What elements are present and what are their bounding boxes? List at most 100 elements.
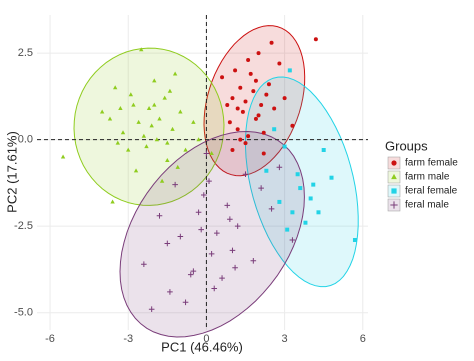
point xyxy=(246,134,251,139)
point xyxy=(290,123,295,128)
point xyxy=(308,196,313,201)
point xyxy=(128,92,134,97)
point xyxy=(208,251,215,257)
point xyxy=(298,186,303,191)
point xyxy=(227,216,233,223)
point xyxy=(190,268,197,274)
point xyxy=(139,47,144,52)
point xyxy=(211,285,218,292)
point xyxy=(152,78,157,83)
point xyxy=(162,95,167,100)
point xyxy=(167,289,173,295)
point xyxy=(240,109,245,114)
point xyxy=(251,89,256,94)
x-tick-label: -3 xyxy=(123,333,133,345)
legend-marker xyxy=(391,160,397,166)
point xyxy=(183,147,188,152)
point xyxy=(214,230,220,236)
point xyxy=(182,299,189,306)
point xyxy=(287,68,292,73)
point xyxy=(232,264,238,271)
point xyxy=(118,106,123,111)
point xyxy=(107,116,113,121)
point xyxy=(170,126,175,131)
point xyxy=(191,119,196,124)
point xyxy=(195,209,202,216)
point xyxy=(238,137,243,142)
y-tick-label: -5.0 xyxy=(14,307,33,319)
point xyxy=(225,103,230,107)
point xyxy=(175,164,180,169)
point xyxy=(230,96,235,101)
point xyxy=(203,150,210,157)
point xyxy=(157,116,162,121)
point xyxy=(248,71,253,76)
point xyxy=(99,109,105,114)
point xyxy=(253,78,258,83)
point xyxy=(259,103,264,107)
point xyxy=(295,172,300,177)
point xyxy=(112,85,118,90)
point xyxy=(146,106,152,111)
point xyxy=(126,147,131,152)
point xyxy=(261,130,266,135)
point xyxy=(187,271,194,278)
point xyxy=(272,106,277,111)
point xyxy=(165,157,170,162)
point xyxy=(235,127,240,132)
point xyxy=(227,120,232,125)
point xyxy=(243,141,248,146)
point xyxy=(230,148,235,152)
point xyxy=(115,140,120,145)
point xyxy=(206,178,212,184)
point xyxy=(133,168,139,173)
point xyxy=(261,151,266,156)
legend-label: feral male xyxy=(405,200,449,211)
point xyxy=(266,82,271,87)
point xyxy=(250,257,257,264)
point xyxy=(172,181,178,188)
point xyxy=(264,168,269,173)
y-tick-label: 2.5 xyxy=(18,47,33,59)
point xyxy=(238,85,243,90)
point xyxy=(277,199,282,204)
point xyxy=(352,238,357,242)
point xyxy=(246,58,251,62)
point xyxy=(172,71,178,76)
point xyxy=(316,210,321,215)
point xyxy=(201,192,207,198)
legend-label: feral female xyxy=(405,186,458,197)
point xyxy=(243,99,248,104)
point xyxy=(110,199,115,204)
x-tick-label: 6 xyxy=(360,333,366,345)
legend-title: Groups xyxy=(385,138,428,153)
point xyxy=(264,92,269,97)
point xyxy=(141,133,147,138)
point xyxy=(229,247,236,254)
point xyxy=(285,227,290,232)
legend-marker xyxy=(390,201,398,209)
point xyxy=(156,212,163,219)
point xyxy=(167,88,173,93)
point xyxy=(321,148,326,152)
point xyxy=(311,182,316,187)
point xyxy=(152,102,157,107)
point xyxy=(131,102,136,107)
point xyxy=(303,220,308,225)
point xyxy=(209,151,214,156)
legend-marker xyxy=(391,188,397,194)
legend-label: farm male xyxy=(405,172,450,183)
point xyxy=(177,233,184,240)
point xyxy=(282,144,287,149)
y-tick-label: -2.5 xyxy=(14,220,33,232)
point xyxy=(178,109,183,114)
point xyxy=(219,275,225,281)
point xyxy=(165,140,170,145)
point xyxy=(290,210,295,215)
point xyxy=(313,37,318,42)
point xyxy=(282,96,287,101)
ellipse xyxy=(73,47,225,206)
point xyxy=(224,202,231,209)
x-axis-label: PC1 (46.46%) xyxy=(161,339,243,354)
